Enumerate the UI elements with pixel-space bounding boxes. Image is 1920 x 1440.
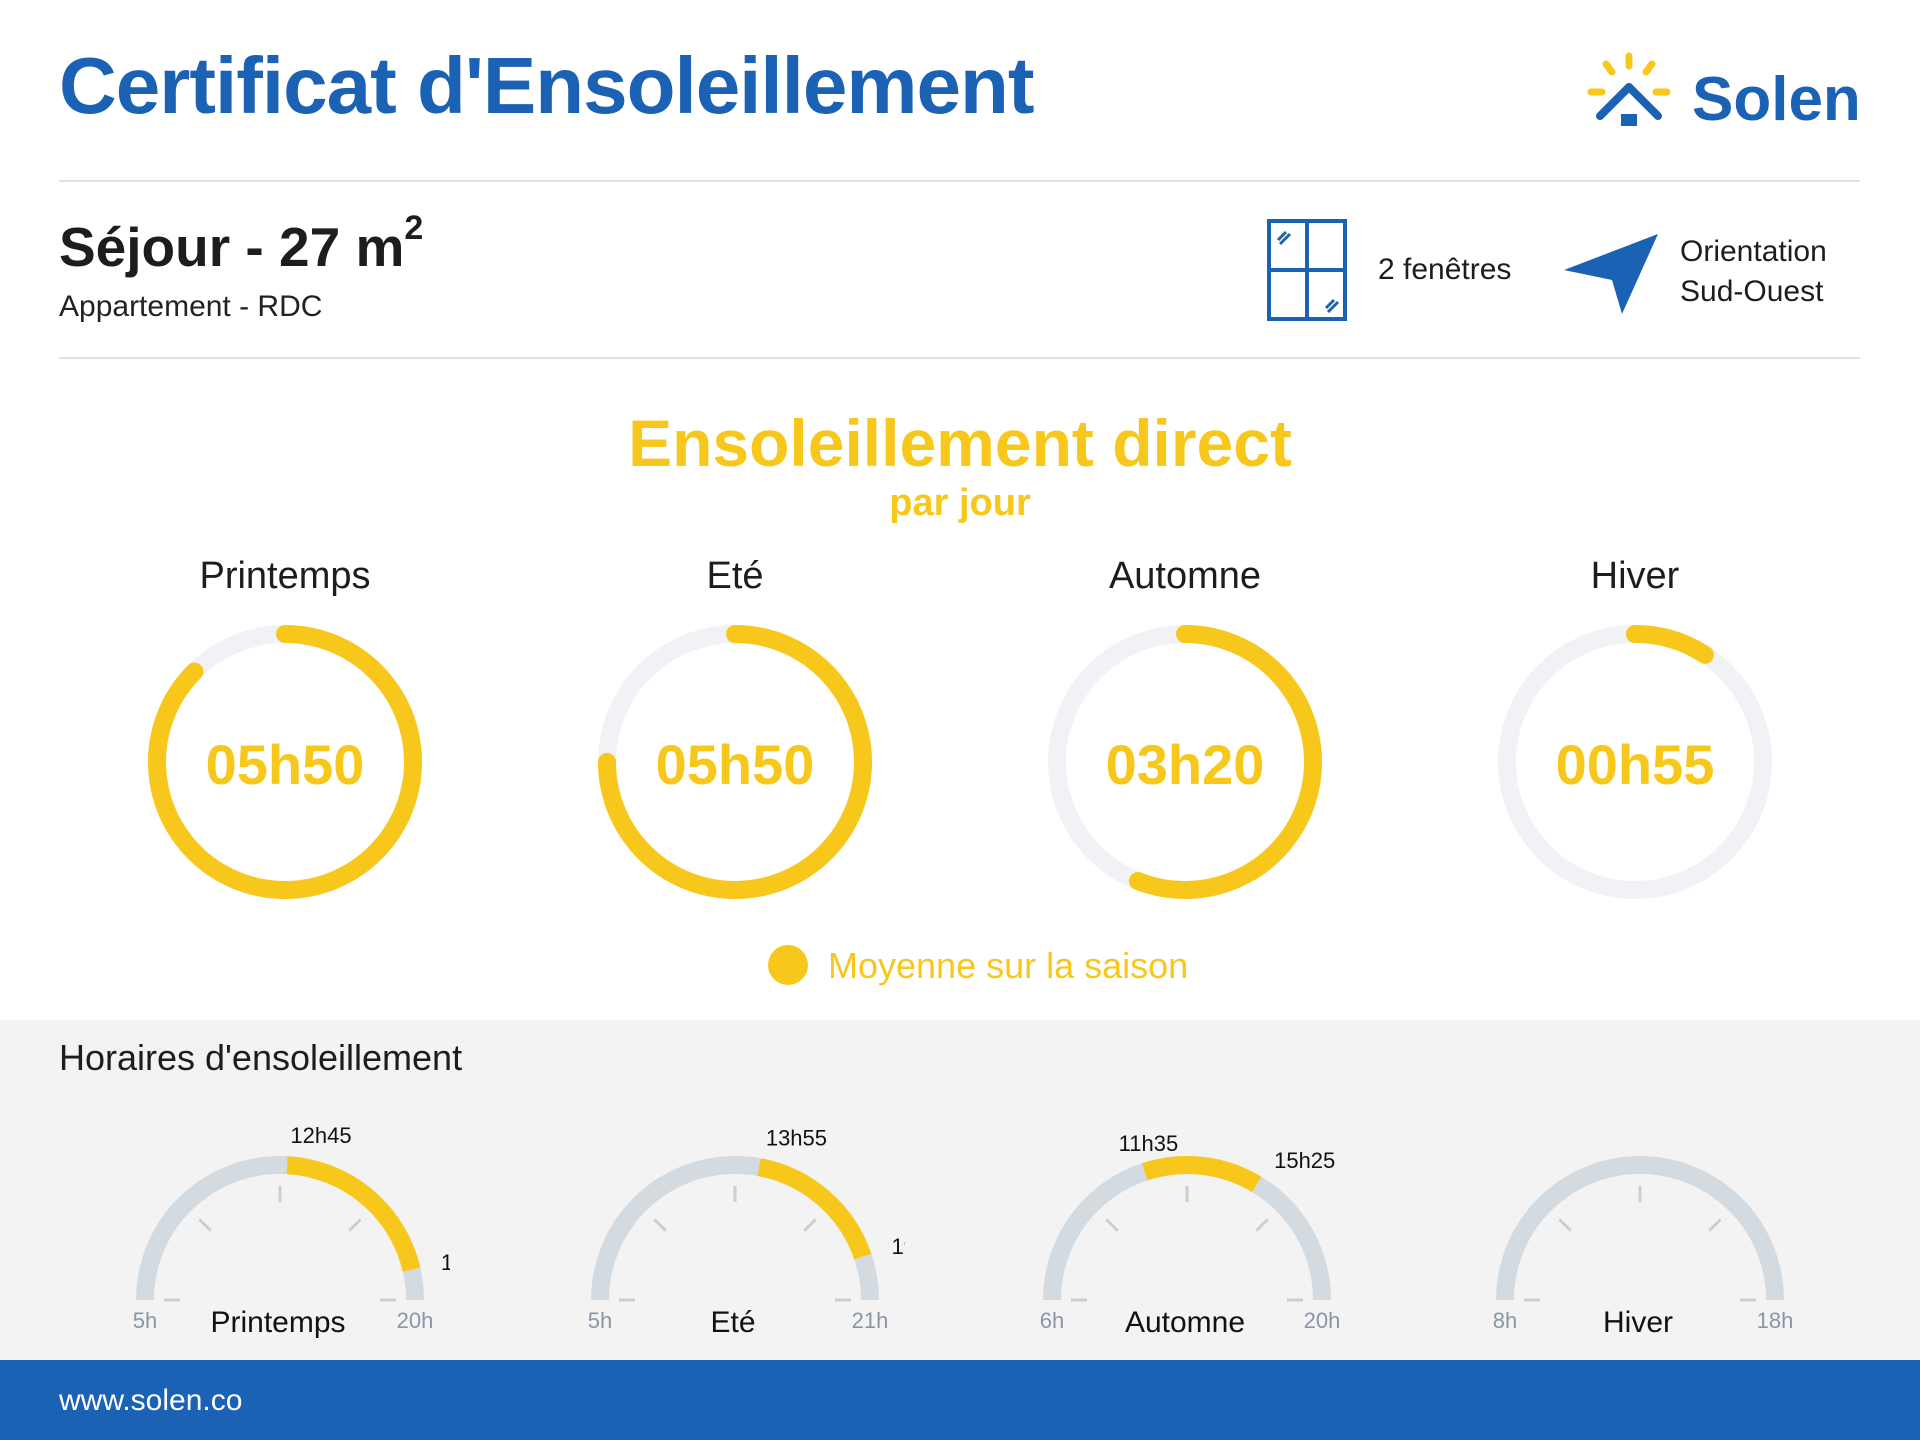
donut-label-hiver: Hiver (1590, 555, 1680, 597)
donut-chart-printemps (148, 625, 422, 899)
gauge-min-label: 8h (1493, 1308, 1517, 1333)
gauge-tick (348, 1218, 362, 1232)
gauge-season-label: Automne (1125, 1306, 1245, 1339)
sunshine-title: Ensoleillement direct (628, 406, 1292, 480)
gauge-sun-arc (757, 1158, 872, 1260)
donut-arc (598, 625, 872, 899)
gauge-end-label: 18h55 (441, 1250, 450, 1275)
room-unit-exponent: 2 (404, 209, 424, 247)
gauge-max-label: 21h (852, 1308, 889, 1333)
gauge-tick (1255, 1218, 1269, 1232)
donut-value-printemps: 05h50 (205, 733, 365, 796)
gauge-tick (1105, 1218, 1119, 1232)
donut-chart-automne (1048, 625, 1322, 899)
gauge-automne: 11h35 15h25 6h 20h Automne (1040, 1131, 1341, 1339)
divider (59, 180, 1860, 182)
donut-arc (1626, 625, 1714, 664)
navigation-arrow-icon (1564, 234, 1658, 314)
donut-chart-ete (598, 625, 872, 899)
window-icon (1267, 219, 1347, 321)
gauge-max-label: 18h (1757, 1308, 1794, 1333)
orientation-label: Orientation (1680, 235, 1827, 268)
page-title: Certificat d'Ensoleillement (59, 41, 1034, 130)
gauge-start-label: 12h45 (290, 1123, 351, 1148)
donut-value-hiver: 00h55 (1555, 733, 1715, 796)
solen-logo: Solen (1586, 52, 1866, 134)
footer-bar (0, 1360, 1920, 1440)
gauge-hiver: 8h 18h Hiver (1493, 1156, 1794, 1339)
donut-label-ete: Eté (706, 555, 764, 597)
gauge-season-label: Hiver (1603, 1306, 1673, 1339)
donut-arc (1128, 625, 1322, 899)
gauge-track (136, 1156, 424, 1301)
sun-house-icon (1587, 52, 1671, 126)
gauge-tick (1558, 1218, 1572, 1232)
gauge-max-label: 20h (397, 1308, 434, 1333)
gauge-start-label: 13h55 (766, 1126, 827, 1151)
donut-value-automne: 03h20 (1105, 733, 1265, 796)
divider (59, 357, 1860, 359)
donut-value-ete: 05h50 (655, 733, 815, 796)
gauge-min-label: 5h (588, 1308, 612, 1333)
gauge-ete: 13h55 19h20 5h 21h Eté (588, 1126, 905, 1339)
room-name: Séjour - 27 m (59, 216, 405, 278)
hours-title: Horaires d'ensoleillement (59, 1037, 463, 1078)
windows-count: 2 fenêtres (1378, 253, 1512, 286)
gauge-end-label: 15h25 (1274, 1148, 1335, 1173)
donut-label-printemps: Printemps (199, 555, 371, 597)
room-subtitle: Appartement - RDC (59, 290, 323, 323)
legend-text: Moyenne sur la saison (828, 945, 1189, 986)
donut-chart-hiver (1498, 625, 1772, 899)
hours-panel (0, 1020, 1920, 1360)
room-title: Séjour - 27 m2 (59, 209, 423, 279)
gauge-printemps: 12h45 18h55 5h 20h Printemps (133, 1123, 450, 1339)
gauge-tick (653, 1218, 667, 1232)
gauge-min-label: 5h (133, 1308, 157, 1333)
gauge-max-label: 20h (1304, 1308, 1341, 1333)
orientation-value: Sud-Ouest (1680, 275, 1824, 308)
donut-arc (148, 625, 422, 899)
logo-text: Solen (1692, 65, 1861, 134)
gauge-sun-arc (1141, 1156, 1262, 1193)
gauge-sun-arc (286, 1156, 421, 1272)
gauge-season-label: Printemps (210, 1306, 345, 1339)
gauge-min-label: 6h (1040, 1308, 1064, 1333)
gauge-tick (803, 1218, 817, 1232)
gauge-track (1496, 1156, 1784, 1301)
gauge-start-label: 11h35 (1119, 1131, 1179, 1156)
gauge-season-label: Eté (710, 1306, 755, 1339)
legend-dot (768, 945, 808, 985)
gauge-track (1043, 1156, 1331, 1301)
gauge-end-label: 19h20 (891, 1234, 905, 1259)
donut-label-automne: Automne (1108, 555, 1262, 597)
gauge-tick (198, 1218, 212, 1232)
gauge-track (591, 1156, 879, 1301)
orientation-text: Orientation Sud-Ouest (1680, 232, 1827, 312)
footer-url[interactable]: www.solen.co (59, 1384, 243, 1417)
gauge-tick (1708, 1218, 1722, 1232)
sunshine-subtitle: par jour (889, 482, 1031, 524)
